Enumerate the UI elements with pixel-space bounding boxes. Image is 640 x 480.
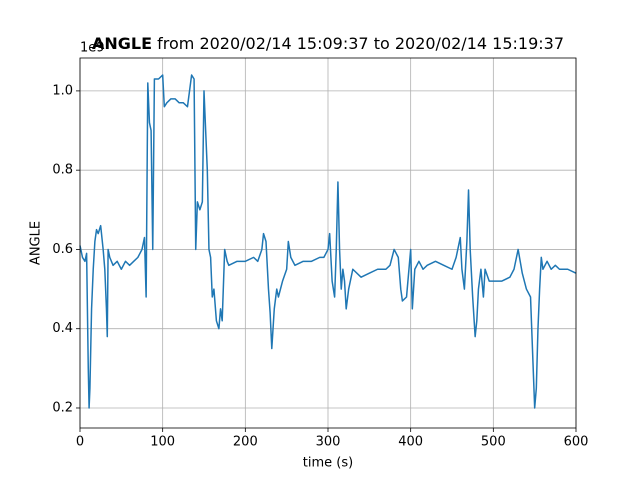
plot-frame — [79, 57, 577, 429]
chart-title: ANGLE from 2020/02/14 15:09:37 to 2020/0… — [92, 34, 564, 53]
y-tick-label: 1.0 — [52, 83, 73, 98]
y-offset-label: 1e9 — [80, 41, 105, 56]
x-tick-label: 600 — [564, 435, 589, 450]
x-axis-label: time (s) — [303, 456, 353, 471]
y-tick-label: 0.8 — [52, 163, 73, 178]
title-bold: ANGLE — [92, 34, 152, 53]
y-axis-label: ANGLE — [29, 221, 44, 265]
y-tick-label: 0.4 — [52, 321, 73, 336]
x-tick-label: 200 — [233, 435, 258, 450]
x-tick-label: 100 — [150, 435, 175, 450]
x-tick-label: 500 — [481, 435, 506, 450]
title-rest: from 2020/02/14 15:09:37 to 2020/02/14 1… — [152, 34, 564, 53]
y-tick-label: 0.2 — [52, 400, 73, 415]
x-tick-label: 300 — [316, 435, 341, 450]
data-line — [79, 74, 577, 409]
x-tick-label: 0 — [76, 435, 84, 450]
y-tick-label: 0.6 — [52, 242, 73, 257]
x-tick-label: 400 — [398, 435, 423, 450]
